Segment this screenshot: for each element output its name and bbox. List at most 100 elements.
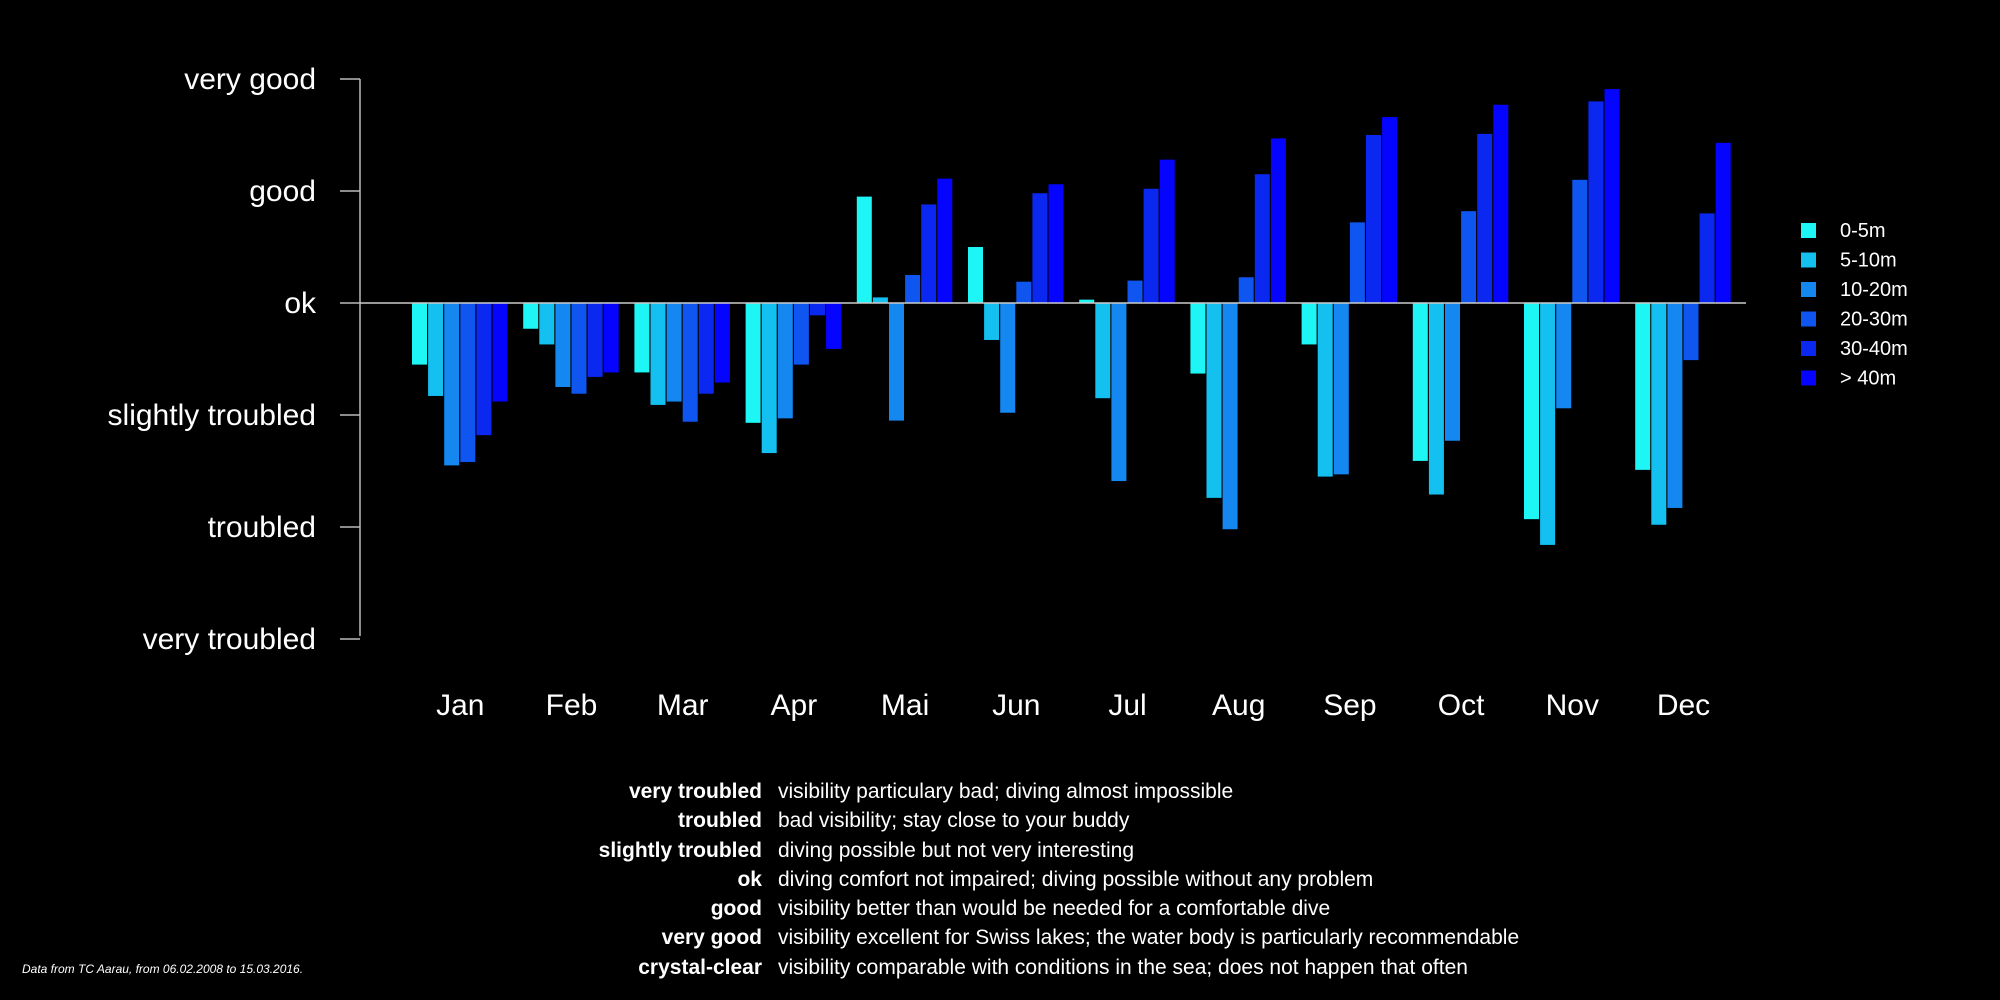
bar [1366,135,1381,303]
x-tick-label: Aug [1212,689,1265,722]
legend-swatch [1801,341,1816,356]
bar [714,303,730,383]
bar [793,303,809,365]
x-tick-label: Mai [881,689,929,722]
bar [1445,303,1460,441]
bar [1524,303,1539,520]
bar [1111,303,1127,482]
bar [1254,174,1270,303]
glossary-row: very troubled visibility particulary bad;… [420,777,1519,806]
legend-label: 10-20m [1840,279,1908,301]
bar [968,247,983,303]
x-tick-label: Feb [546,689,598,722]
glossary-row: slightly troubled diving possible but not… [420,836,1519,865]
bar [1127,280,1143,303]
x-tick-label: Jan [436,689,484,722]
glossary-definition: visibility particulary bad; diving almos… [778,780,1234,803]
x-tick-label: Jun [992,689,1040,722]
legend: 0-5m 5-10m 10-20m 20-30m 30-40m > 40m [1801,220,1908,390]
legend-label: 0-5m [1840,220,1886,242]
glossary-term: crystal-clear [638,955,762,979]
bar [603,303,619,373]
bar [666,303,682,402]
x-tick-label: Mar [657,689,709,722]
glossary-definition: diving comfort not impaired; diving poss… [778,867,1374,891]
bar [650,303,666,405]
bar [905,275,921,303]
legend-swatch [1801,311,1816,327]
legend-swatch [1801,252,1816,268]
y-axis: very troubled troubled slightly troubled ok… [108,63,361,656]
glossary-term: troubled [678,809,762,833]
bar [1493,104,1509,303]
glossary-definition: visibility comparable with conditions in… [778,955,1468,979]
glossary-term: very good [661,926,762,950]
bar [1604,89,1620,303]
glossary-term: ok [737,867,762,891]
bar [1382,117,1398,303]
visibility-glossary: very troubled visibility particulary bad;… [420,777,1519,982]
bar [1238,277,1254,303]
x-tick-label: Dec [1657,689,1710,722]
bar [856,196,872,303]
bar [1016,281,1032,303]
bar [1540,303,1556,545]
bar [1715,142,1731,303]
bar [1079,299,1095,303]
glossary-row: very good visibility excellent for Swiss … [420,923,1520,952]
bar [634,303,650,373]
bar [1143,188,1159,303]
glossary-definition: visibility excellent for Swiss lakes; th… [778,926,1520,950]
legend-label: 5-10m [1840,250,1897,272]
bar [412,303,427,365]
bar [1477,133,1493,303]
glossary-term: slightly troubled [598,838,762,862]
glossary-row: troubled bad visibility; stay close to yo… [420,806,1519,835]
legend-swatch [1801,223,1816,238]
y-tick-label: troubled [208,511,316,544]
legend-label: 30-40m [1840,338,1908,360]
bar [539,303,555,345]
visibility-bar-chart: very troubled troubled slightly troubled ok… [108,63,1908,722]
legend-label: > 40m [1840,368,1896,390]
bar [1699,213,1715,303]
bar [1000,303,1016,413]
glossary-row: ok diving comfort not impaired; diving po… [420,865,1519,894]
bar [698,303,714,394]
bar [937,178,953,303]
glossary-row: good visibility better than would be need… [420,894,1519,923]
glossary-definition: visibility better than would be needed f… [778,897,1331,921]
legend-swatch [1801,282,1816,297]
bar [1317,303,1333,477]
bar [555,303,571,387]
y-tick-label: good [249,175,316,208]
bar [761,303,777,454]
bar [745,303,761,423]
bar [1159,159,1175,303]
x-tick-label: Sep [1323,689,1376,722]
bar [444,303,460,466]
bar [492,303,508,402]
legend-swatch [1801,370,1816,386]
x-tick-label: Apr [771,689,818,722]
bar [1572,179,1588,303]
glossary-row: crystal-clear visibility comparable with … [420,953,1519,982]
y-tick-label: ok [284,287,317,320]
bar [428,303,444,396]
bar [1095,303,1111,399]
bar [1667,303,1683,508]
bar [1412,303,1428,461]
bar [1428,303,1444,495]
glossary-definition: bad visibility; stay close to your buddy [778,809,1130,833]
bar [1333,303,1349,475]
bar [476,303,492,436]
x-axis: Jan Feb Mar Apr Mai Jun Jul Aug Sep Oct Nov Dec [436,689,1710,722]
bar [984,303,1000,340]
legend-label: 20-30m [1840,309,1908,331]
bar [571,303,587,394]
x-tick-label: Jul [1108,689,1146,722]
bar [1190,303,1206,374]
x-tick-label: Oct [1438,689,1485,722]
x-tick-label: Nov [1546,689,1599,722]
bar [682,303,698,422]
